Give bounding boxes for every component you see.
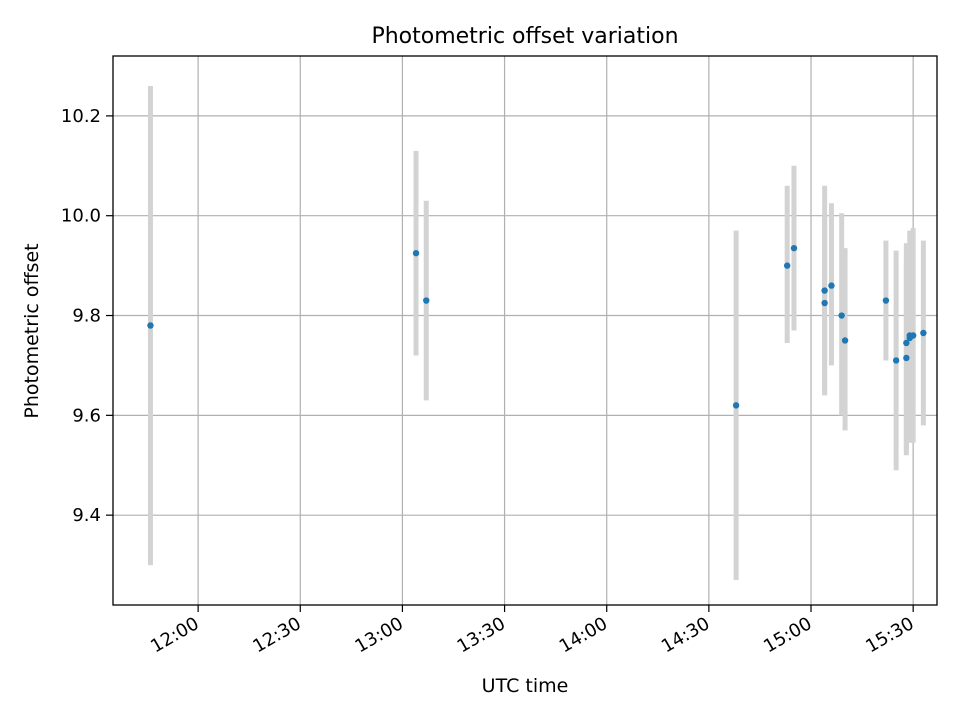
chart-title: Photometric offset variation bbox=[371, 24, 678, 49]
y-tick-label: 10.2 bbox=[61, 106, 101, 127]
data-point bbox=[903, 339, 910, 347]
grid-lines bbox=[113, 56, 937, 605]
data-point bbox=[841, 337, 849, 344]
data-point bbox=[790, 244, 798, 252]
data-point bbox=[783, 262, 791, 269]
data-point bbox=[423, 297, 430, 304]
x-axis-label: UTC time bbox=[482, 675, 569, 697]
data-point bbox=[147, 322, 154, 329]
data-point bbox=[732, 402, 740, 409]
y-axis-label: Photometric offset bbox=[21, 243, 43, 418]
data-point bbox=[838, 312, 845, 319]
data-point bbox=[412, 249, 420, 257]
y-tick-label: 9.8 bbox=[72, 306, 101, 327]
data-point bbox=[882, 297, 890, 304]
data-point bbox=[821, 287, 828, 294]
data-point bbox=[903, 354, 910, 362]
data-points bbox=[147, 244, 927, 409]
data-point bbox=[892, 357, 900, 364]
y-tick-label: 9.4 bbox=[72, 505, 101, 526]
plot-frame bbox=[112, 55, 938, 606]
y-tick-label: 10.0 bbox=[61, 206, 101, 227]
y-tick-label: 9.6 bbox=[72, 405, 101, 426]
data-point bbox=[828, 282, 835, 289]
y-axis-ticks: 9.4 9.6 9.8 10.0 10.2 bbox=[61, 106, 113, 526]
data-point bbox=[920, 329, 927, 337]
data-point bbox=[909, 332, 917, 339]
data-point bbox=[821, 299, 828, 307]
